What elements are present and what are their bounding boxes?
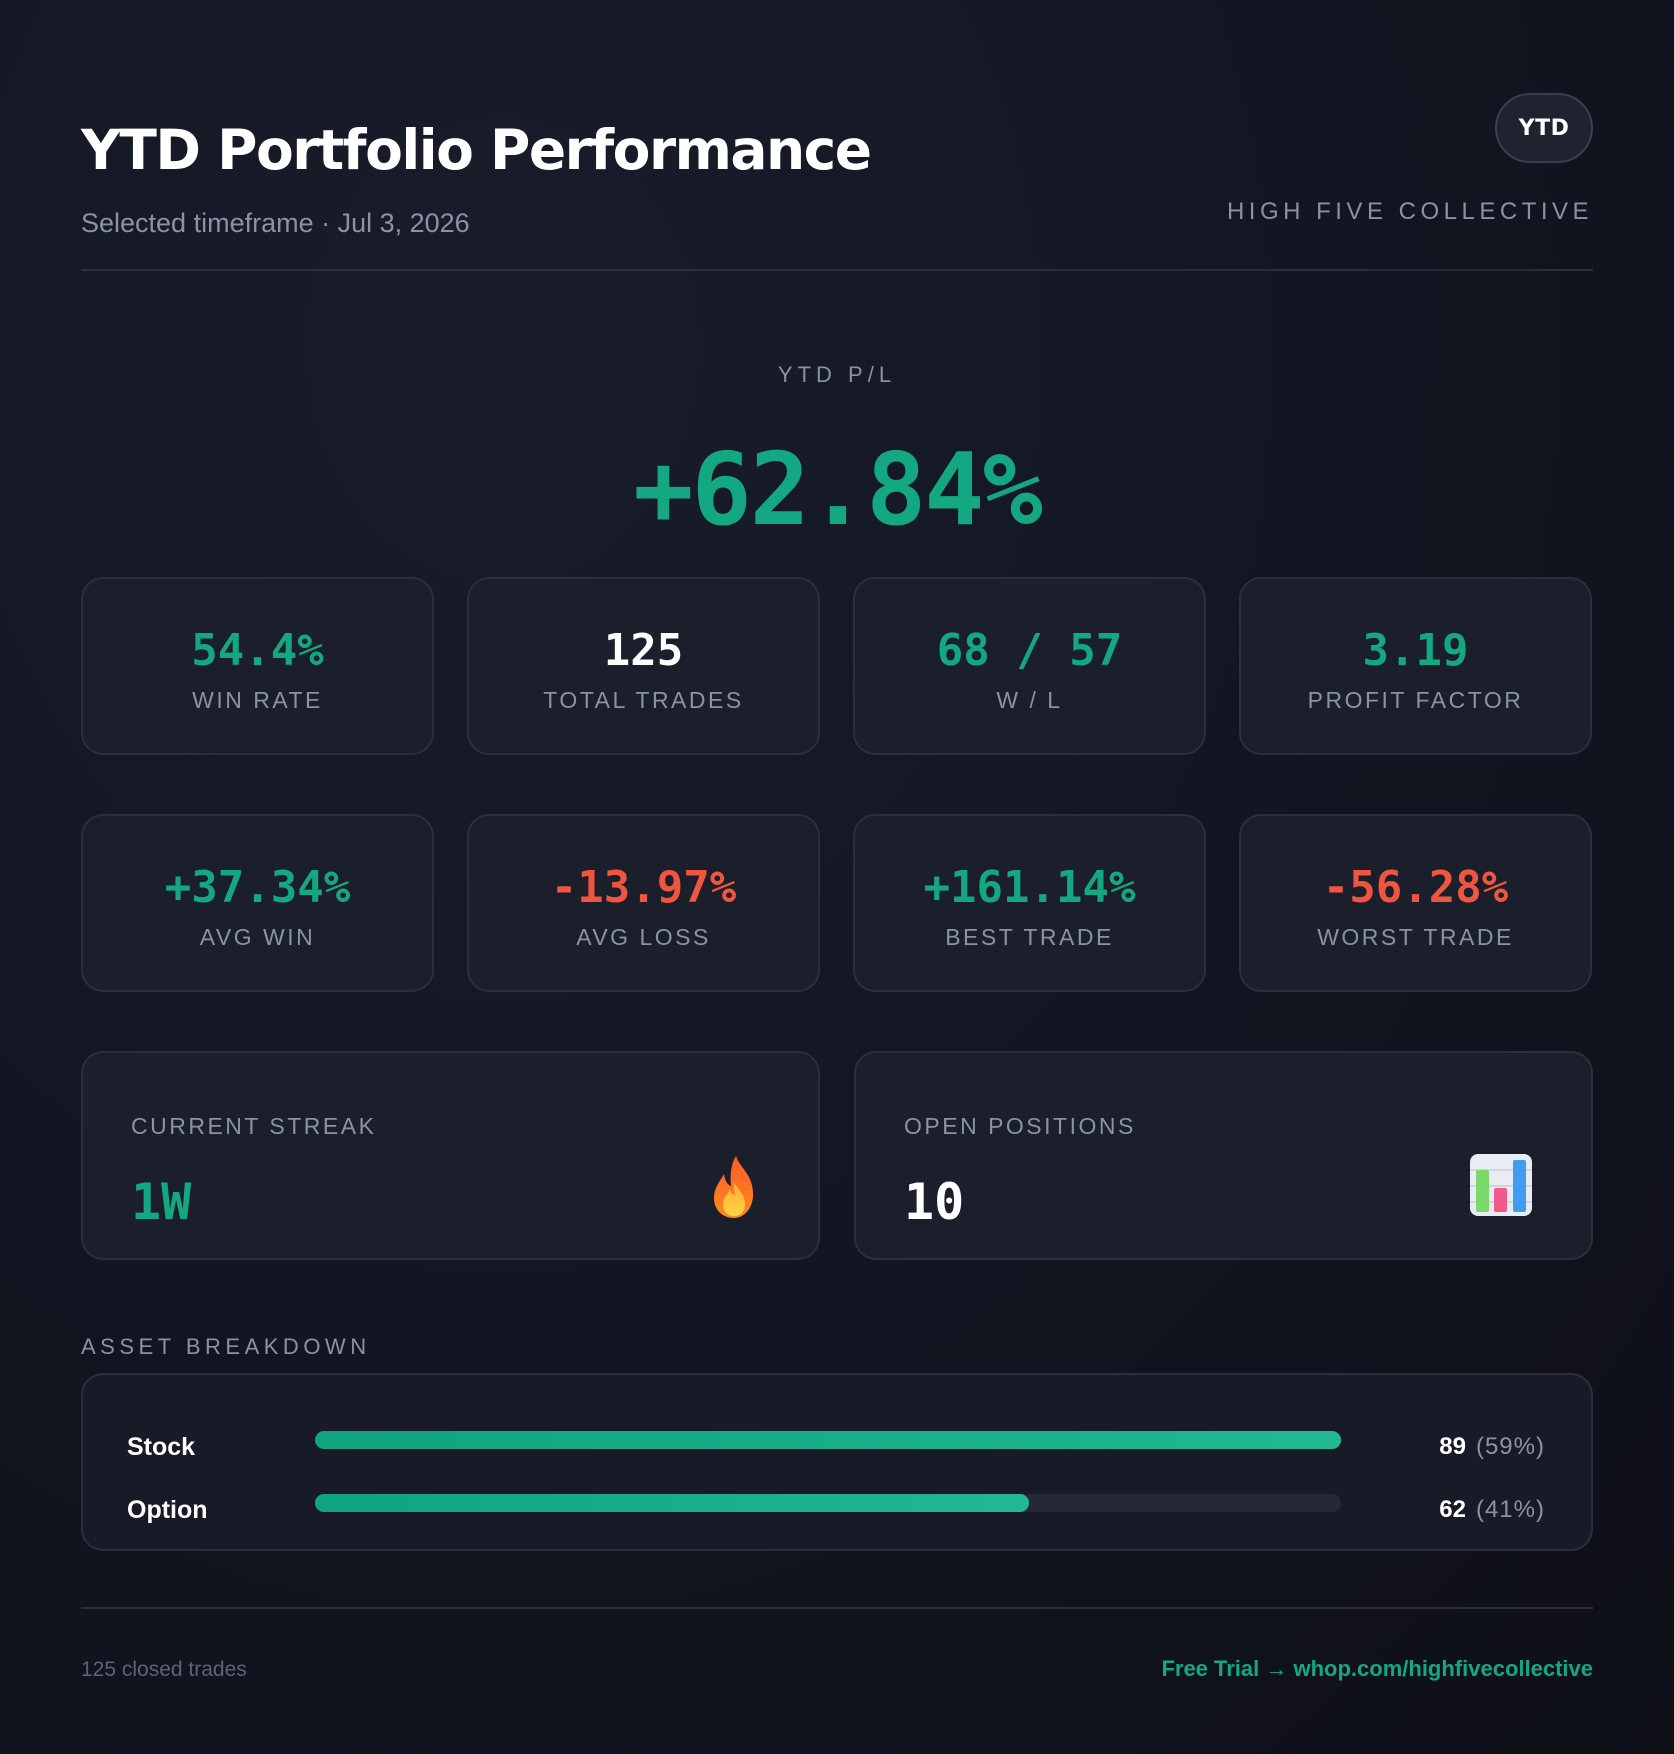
closed-trades-note: 125 closed trades	[81, 1658, 247, 1681]
asset-percent: (41%)	[1475, 1496, 1545, 1523]
hero-label: YTD P/L	[777, 362, 897, 387]
asset-bar-fill	[315, 1431, 1341, 1449]
asset-bar-fill	[315, 1494, 1030, 1512]
asset-name: Stock	[127, 1433, 196, 1461]
stat-card-profit-factor: 3.19 PROFIT FACTOR	[1239, 577, 1592, 755]
stat-card-avg-win: +37.34% AVG WIN	[81, 814, 434, 992]
fire-icon	[713, 1156, 754, 1218]
stat-card-worst-trade: -56.28% WORST TRADE	[1239, 814, 1592, 992]
streak-value: 1W	[131, 1173, 192, 1231]
asset-percent: (59%)	[1475, 1433, 1545, 1460]
free-trial-link[interactable]: Free Trial → whop.com/highfivecollective	[1161, 1656, 1593, 1681]
stat-label: TOTAL TRADES	[543, 686, 744, 713]
stat-card-best-trade: +161.14% BEST TRADE	[853, 814, 1206, 992]
stat-value: 68 / 57	[936, 624, 1123, 676]
brand-name: HIGH FIVE COLLECTIVE	[1226, 198, 1593, 225]
performance-card: YTD Portfolio Performance Selected timef…	[81, 0, 1593, 1754]
asset-row-stock: Stock 89 (59%)	[83, 1427, 1591, 1467]
asset-count-value: 62	[1439, 1496, 1466, 1523]
stat-value: 125	[603, 624, 684, 676]
asset-count-value: 89	[1439, 1433, 1466, 1460]
stat-label: W / L	[996, 686, 1063, 713]
stat-label: AVG WIN	[199, 923, 316, 950]
stats-row-1: 54.4% WIN RATE 125 TOTAL TRADES 68 / 57 …	[81, 577, 1593, 755]
stat-label: BEST TRADE	[945, 923, 1114, 950]
stat-label: AVG LOSS	[576, 923, 711, 950]
open-positions-value: 10	[904, 1173, 965, 1231]
asset-bar-track	[315, 1494, 1341, 1512]
timeframe-subtitle: Selected timeframe · Jul 3, 2026	[81, 208, 470, 238]
stat-label: WORST TRADE	[1317, 923, 1514, 950]
open-positions-card: OPEN POSITIONS 10	[854, 1051, 1593, 1260]
asset-count: 89 (59%)	[1439, 1427, 1545, 1467]
asset-name: Option	[127, 1496, 208, 1524]
asset-row-option: Option 62 (41%)	[83, 1490, 1591, 1530]
stat-card-total-trades: 125 TOTAL TRADES	[467, 577, 820, 755]
open-positions-label: OPEN POSITIONS	[904, 1113, 1136, 1139]
stat-label: WIN RATE	[192, 686, 323, 713]
current-streak-card: CURRENT STREAK 1W	[81, 1051, 820, 1260]
stat-value: -13.97%	[550, 861, 737, 913]
asset-bar-track	[315, 1431, 1341, 1449]
timeframe-badge[interactable]: YTD	[1495, 93, 1593, 163]
bar-chart-icon	[1470, 1154, 1532, 1216]
hero-pl-value: +62.84%	[633, 431, 1042, 548]
stat-card-avg-loss: -13.97% AVG LOSS	[467, 814, 820, 992]
stat-value: -56.28%	[1322, 861, 1509, 913]
stat-value: 3.19	[1362, 624, 1469, 676]
page-title: YTD Portfolio Performance	[81, 118, 872, 182]
header-divider	[81, 269, 1593, 271]
stat-card-win-rate: 54.4% WIN RATE	[81, 577, 434, 755]
stat-card-win-loss: 68 / 57 W / L	[853, 577, 1206, 755]
stat-value: 54.4%	[191, 624, 324, 676]
asset-count: 62 (41%)	[1439, 1490, 1545, 1530]
footer-divider	[81, 1607, 1593, 1609]
stat-value: +161.14%	[923, 861, 1136, 913]
asset-breakdown-title: ASSET BREAKDOWN	[81, 1334, 371, 1359]
stats-row-2: +37.34% AVG WIN -13.97% AVG LOSS +161.14…	[81, 814, 1593, 992]
stat-label: PROFIT FACTOR	[1307, 686, 1524, 713]
stat-value: +37.34%	[164, 861, 351, 913]
streak-label: CURRENT STREAK	[131, 1113, 377, 1139]
asset-breakdown-panel: Stock 89 (59%) Option 62 (41%)	[81, 1373, 1593, 1551]
